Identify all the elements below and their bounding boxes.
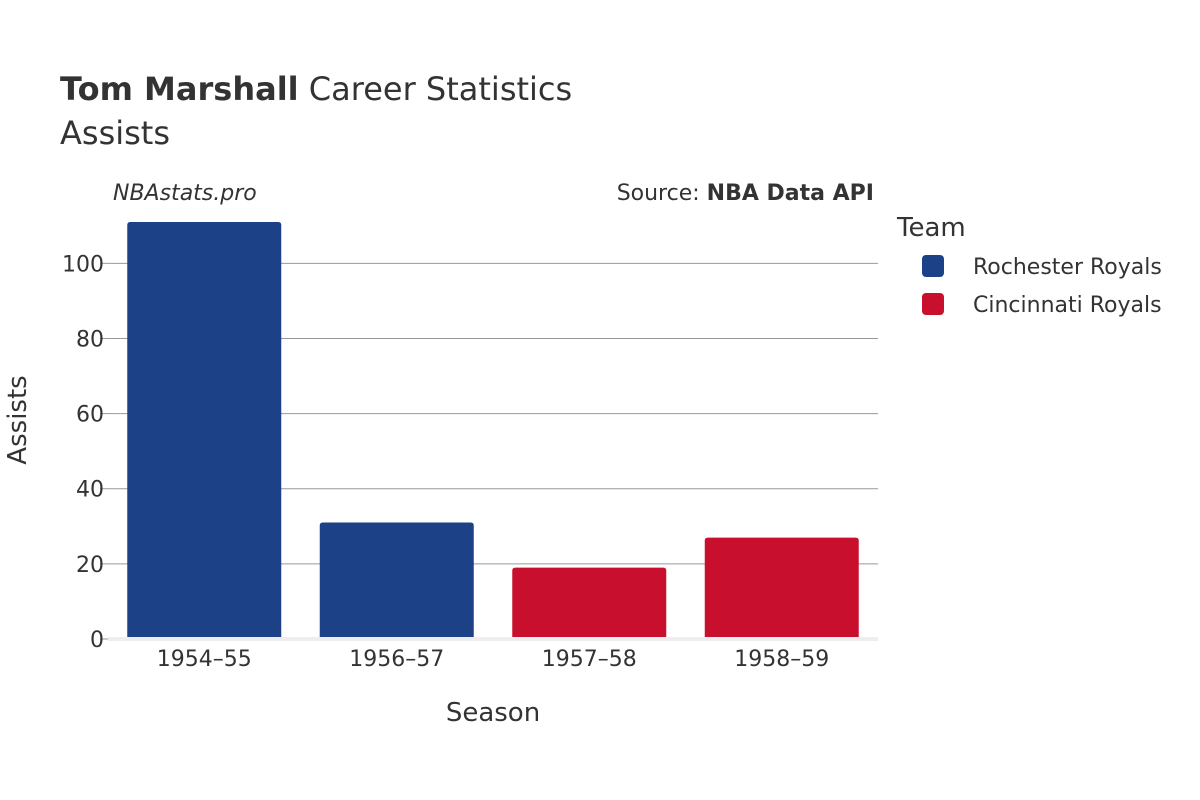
watermark: NBAstats.pro: [113, 181, 257, 206]
y-tick-label: 80: [76, 327, 104, 352]
x-axis-ticks: 1954–55 1956–57 1957–58 1958–59: [157, 647, 829, 672]
chart-title: Tom Marshall Career Statistics: [60, 70, 572, 108]
y-axis-title: Assists: [3, 375, 33, 464]
source-prefix: Source:: [617, 181, 707, 206]
bar-1956–57: [319, 522, 474, 639]
source-name: NBA Data API: [707, 181, 874, 206]
bar-1957–58: [512, 567, 667, 639]
y-tick-label: 40: [76, 478, 104, 503]
legend: Team Rochester Royals Cincinnati Royals: [896, 213, 1162, 318]
legend-label: Rochester Royals: [973, 255, 1162, 280]
source-credit: Source: NBA Data API: [617, 181, 874, 206]
x-tick-label: 1956–57: [349, 647, 444, 672]
x-tick-label: 1954–55: [157, 647, 252, 672]
y-tick-label: 20: [76, 553, 104, 578]
x-axis-title: Season: [446, 698, 540, 728]
bar-1958–59: [704, 537, 859, 639]
chart-subtitle: Assists: [60, 114, 170, 152]
legend-label: Cincinnati Royals: [973, 293, 1162, 318]
legend-swatch: [922, 255, 944, 277]
bars: [127, 222, 859, 639]
y-axis-ticks: 0 20 40 60 80 100: [62, 252, 108, 653]
y-tick-label: 100: [62, 252, 104, 277]
title-rest: Career Statistics: [299, 70, 573, 108]
legend-title: Team: [896, 213, 966, 243]
y-tick-label: 60: [76, 403, 104, 428]
x-tick-label: 1957–58: [542, 647, 637, 672]
title-player-name: Tom Marshall: [60, 70, 299, 108]
bar-1954–55: [127, 222, 282, 639]
y-tick-label: 0: [90, 628, 104, 653]
legend-swatch: [922, 293, 944, 315]
x-tick-label: 1958–59: [734, 647, 829, 672]
